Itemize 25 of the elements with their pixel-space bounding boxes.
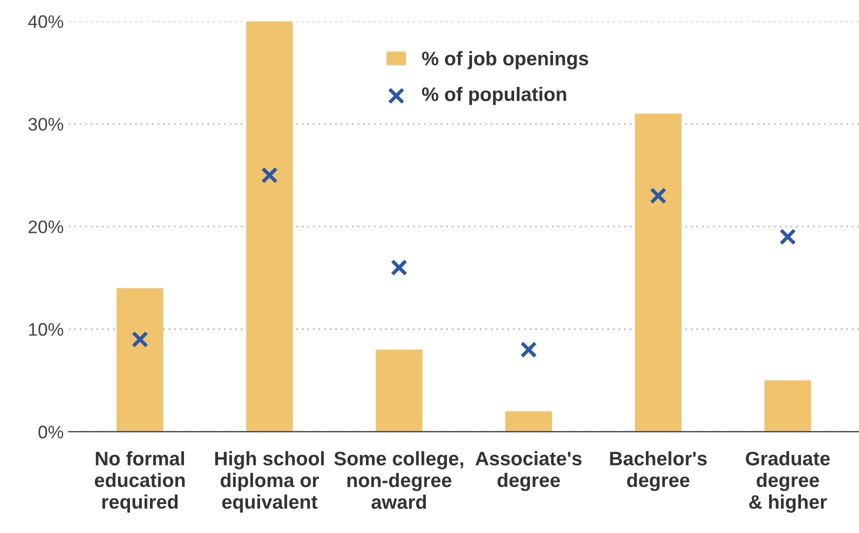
bar	[376, 350, 422, 432]
bar	[116, 288, 164, 432]
y-tick-label: 40%	[28, 15, 64, 28]
x-tick-label: Some college, non-degree award	[334, 451, 464, 509]
point	[132, 331, 148, 348]
x-tick-label: Associate's degree	[475, 451, 582, 492]
bar	[505, 411, 552, 432]
point	[650, 187, 667, 204]
x-tick-label: No formal education required	[94, 451, 185, 513]
bar	[634, 114, 682, 432]
y-tick-label: 0%	[38, 426, 64, 438]
x-tick-label: Bachelor's degree	[610, 451, 707, 492]
point	[779, 228, 796, 246]
point	[261, 166, 278, 184]
legend-label: % of job openings	[422, 51, 588, 70]
point	[390, 259, 408, 276]
legend-label: % of population	[422, 86, 566, 105]
point	[520, 341, 537, 358]
x-tick-label: Graduate degree & higher	[746, 451, 830, 513]
y-tick-label: 10%	[29, 323, 64, 336]
bar	[764, 380, 812, 432]
x-tick-label: High school diploma or equivalent	[215, 451, 324, 513]
bar	[246, 21, 293, 432]
y-tick-label: 20%	[28, 220, 64, 234]
y-tick-label: 30%	[28, 118, 64, 131]
